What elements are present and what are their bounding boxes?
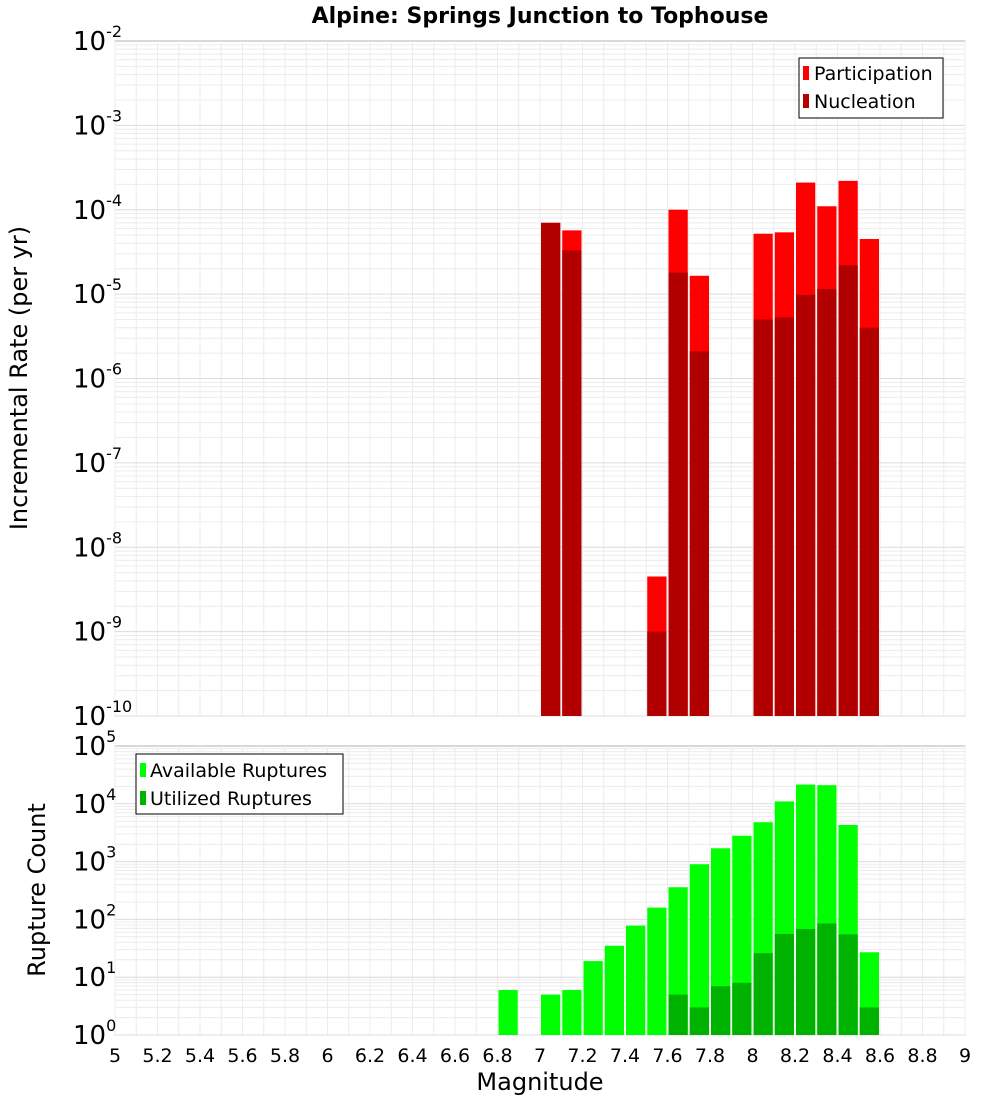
available-ruptures-legend-label: Available Ruptures <box>150 760 327 782</box>
utilized-ruptures-bar <box>817 923 837 1035</box>
count-y-axis-label: Rupture Count <box>23 803 51 977</box>
nucleation-bar <box>562 250 582 717</box>
utilized-ruptures-legend-swatch <box>140 791 146 805</box>
participation-legend-label: Participation <box>814 63 933 85</box>
available-ruptures-legend-swatch <box>140 763 146 777</box>
x-tick-label: 8.6 <box>865 1045 895 1067</box>
nucleation-bar <box>647 631 667 716</box>
y-tick-label: 10-9 <box>73 613 122 648</box>
participation-legend-swatch <box>803 66 809 80</box>
nucleation-legend-swatch <box>803 94 809 108</box>
nucleation-bar <box>541 222 561 716</box>
y-tick-label: 10-6 <box>73 360 122 395</box>
x-tick-label: 8.2 <box>780 1045 810 1067</box>
x-tick-label: 7 <box>534 1045 546 1067</box>
y-tick-label: 10-8 <box>73 528 122 563</box>
magnitude-x-ticks: 5 5.2 5.4 5.6 5.8 6 6.2 6.4 6.6 6.8 7 7.2 7.4 7.6 7.8 8… <box>109 1045 971 1067</box>
x-tick-label: 7.2 <box>567 1045 597 1067</box>
utilized-ruptures-bar <box>796 929 816 1035</box>
utilized-ruptures-bar <box>711 986 731 1035</box>
available-ruptures-bar <box>626 925 646 1035</box>
utilized-ruptures-bar <box>668 994 688 1035</box>
available-ruptures-bar <box>541 994 561 1035</box>
y-tick-label: 100 <box>73 1016 116 1051</box>
nucleation-bar <box>689 351 709 716</box>
x-tick-label: 9 <box>959 1045 971 1067</box>
available-ruptures-bar <box>498 990 518 1035</box>
x-tick-label: 7.4 <box>610 1045 640 1067</box>
rate-panel: 10-10 10-9 10-8 10-7 10-6 10-5 10-4 10-3 10-2 In… <box>5 22 966 732</box>
rate-y-ticks: 10-10 10-9 10-8 10-7 10-6 10-5 10-4 10-3 10-2 <box>73 22 132 732</box>
y-tick-label: 104 <box>73 785 116 820</box>
utilized-ruptures-bar <box>732 982 752 1035</box>
y-tick-label: 103 <box>73 843 116 878</box>
x-tick-label: 5.8 <box>270 1045 300 1067</box>
x-tick-label: 6.6 <box>440 1045 470 1067</box>
nucleation-bar <box>774 317 794 716</box>
x-tick-label: 7.6 <box>652 1045 682 1067</box>
nucleation-bar <box>753 319 773 716</box>
count-panel: 100 101 102 103 104 105 5 5.2 5.4 5.6 5.8 6 6.2 6.4 6… <box>23 727 971 1096</box>
rate-gridlines <box>114 41 966 717</box>
x-tick-label: 5.2 <box>142 1045 172 1067</box>
y-tick-label: 10-4 <box>73 191 122 226</box>
nucleation-bars <box>541 222 879 717</box>
x-tick-label: 8.8 <box>907 1045 937 1067</box>
utilized-ruptures-bar <box>689 1007 709 1035</box>
available-ruptures-bar <box>647 907 667 1035</box>
nucleation-bar <box>817 289 837 716</box>
available-ruptures-bar <box>689 864 709 1035</box>
y-tick-label: 10-7 <box>73 444 122 479</box>
nucleation-legend-label: Nucleation <box>814 91 916 113</box>
x-axis-label: Magnitude <box>476 1068 603 1096</box>
y-tick-label: 10-2 <box>73 22 122 57</box>
y-tick-label: 10-5 <box>73 275 122 310</box>
rate-y-axis-label: Incremental Rate (per yr) <box>5 226 33 530</box>
utilized-ruptures-legend-label: Utilized Ruptures <box>150 788 312 810</box>
count-legend: Available Ruptures Utilized Ruptures <box>135 753 344 815</box>
rate-legend: Participation Nucleation <box>798 57 944 119</box>
available-ruptures-bar <box>604 945 624 1035</box>
chart-title: Alpine: Springs Junction to Tophouse <box>312 4 769 29</box>
count-legend-box <box>135 753 344 815</box>
x-tick-label: 5.6 <box>227 1045 257 1067</box>
y-tick-label: 10-3 <box>73 106 122 141</box>
y-tick-label: 102 <box>73 900 116 935</box>
utilized-ruptures-bar <box>753 953 773 1035</box>
available-ruptures-bar <box>583 961 603 1035</box>
x-tick-label: 6.2 <box>355 1045 385 1067</box>
x-tick-label: 6 <box>321 1045 333 1067</box>
nucleation-bar <box>838 265 858 716</box>
y-tick-label: 10-10 <box>73 697 132 732</box>
utilized-ruptures-bar <box>774 933 794 1035</box>
available-ruptures-bar <box>562 990 582 1035</box>
x-tick-label: 5 <box>109 1045 121 1067</box>
utilized-ruptures-bar <box>838 934 858 1035</box>
y-tick-label: 101 <box>73 958 116 993</box>
nucleation-bar <box>796 294 816 716</box>
x-tick-label: 8.4 <box>822 1045 852 1067</box>
x-tick-label: 5.4 <box>185 1045 215 1067</box>
utilized-ruptures-bar <box>859 1007 879 1035</box>
y-tick-label: 105 <box>73 727 116 762</box>
x-tick-label: 8 <box>746 1045 758 1067</box>
x-tick-label: 7.8 <box>695 1045 725 1067</box>
utilized-ruptures-bars <box>668 923 879 1035</box>
x-tick-label: 6.4 <box>397 1045 427 1067</box>
count-y-ticks: 100 101 102 103 104 105 <box>73 727 116 1051</box>
nucleation-bar <box>859 327 879 716</box>
nucleation-bar <box>668 272 688 716</box>
x-tick-label: 6.8 <box>482 1045 512 1067</box>
rate-legend-box <box>798 57 944 119</box>
